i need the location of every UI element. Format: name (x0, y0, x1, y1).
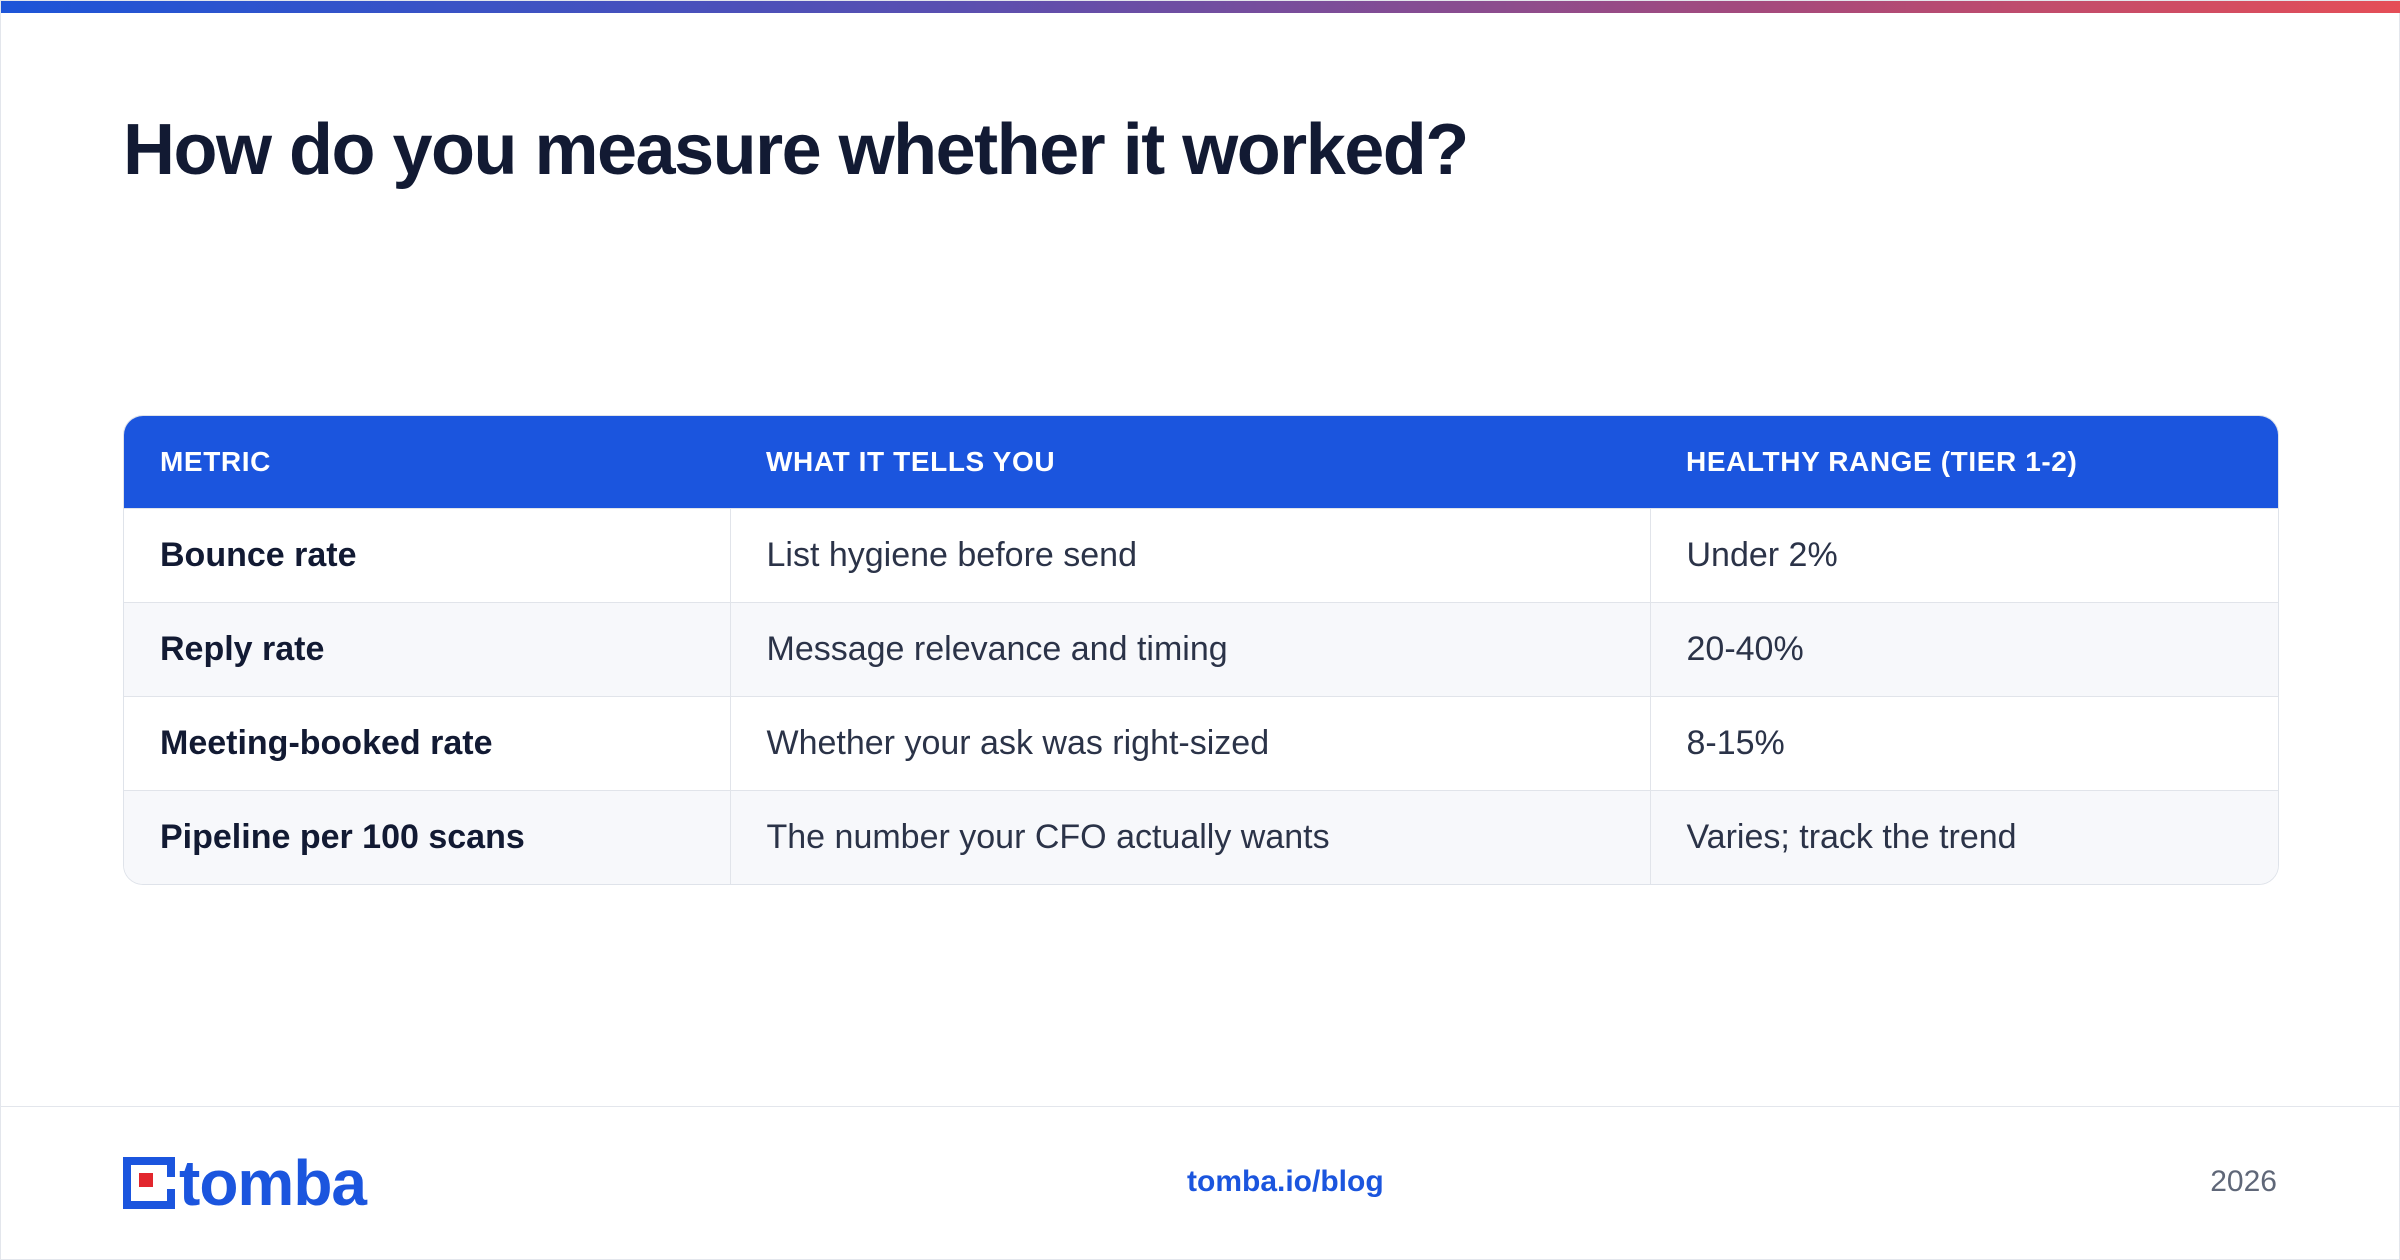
range-cell: 8-15% (1649, 695, 2278, 790)
metrics-table-container: METRIC WHAT IT TELLS YOU HEALTHY RANGE (… (123, 415, 2279, 885)
table-row: Bounce rate List hygiene before send Und… (124, 507, 2278, 602)
metric-cell: Reply rate (124, 601, 730, 696)
metric-cell: Meeting-booked rate (124, 695, 730, 790)
metric-cell: Pipeline per 100 scans (124, 789, 730, 884)
table-row: Reply rate Message relevance and timing … (124, 601, 2278, 696)
header-metric: METRIC (160, 445, 271, 477)
top-gradient-bar (1, 1, 2400, 13)
header-healthy-range: HEALTHY RANGE (TIER 1-2) (1686, 445, 2078, 477)
tomba-logo[interactable]: tomba (123, 1147, 367, 1219)
header-what-it-tells-you: WHAT IT TELLS YOU (766, 445, 1056, 477)
range-cell: 20-40% (1649, 601, 2278, 696)
footer-year: 2026 (2210, 1165, 2277, 1198)
table-header-row: METRIC WHAT IT TELLS YOU HEALTHY RANGE (… (124, 416, 2278, 508)
range-cell: Under 2% (1649, 507, 2278, 602)
table-row: Meeting-booked rate Whether your ask was… (124, 695, 2278, 790)
metric-cell: Bounce rate (124, 507, 730, 602)
meaning-cell: Message relevance and timing (729, 601, 1650, 696)
table-row: Pipeline per 100 scans The number your C… (124, 789, 2278, 884)
footer-divider (1, 1106, 2400, 1107)
metrics-table: METRIC WHAT IT TELLS YOU HEALTHY RANGE (… (124, 416, 2278, 884)
blog-link[interactable]: tomba.io/blog (1187, 1165, 1384, 1198)
page-title: How do you measure whether it worked? (123, 110, 1469, 190)
meaning-cell: Whether your ask was right-sized (729, 695, 1650, 790)
tomba-logo-icon (123, 1157, 175, 1209)
meaning-cell: The number your CFO actually wants (729, 789, 1650, 884)
logo-wordmark: tomba (179, 1147, 367, 1219)
meaning-cell: List hygiene before send (729, 507, 1650, 602)
range-cell: Varies; track the trend (1649, 789, 2278, 884)
